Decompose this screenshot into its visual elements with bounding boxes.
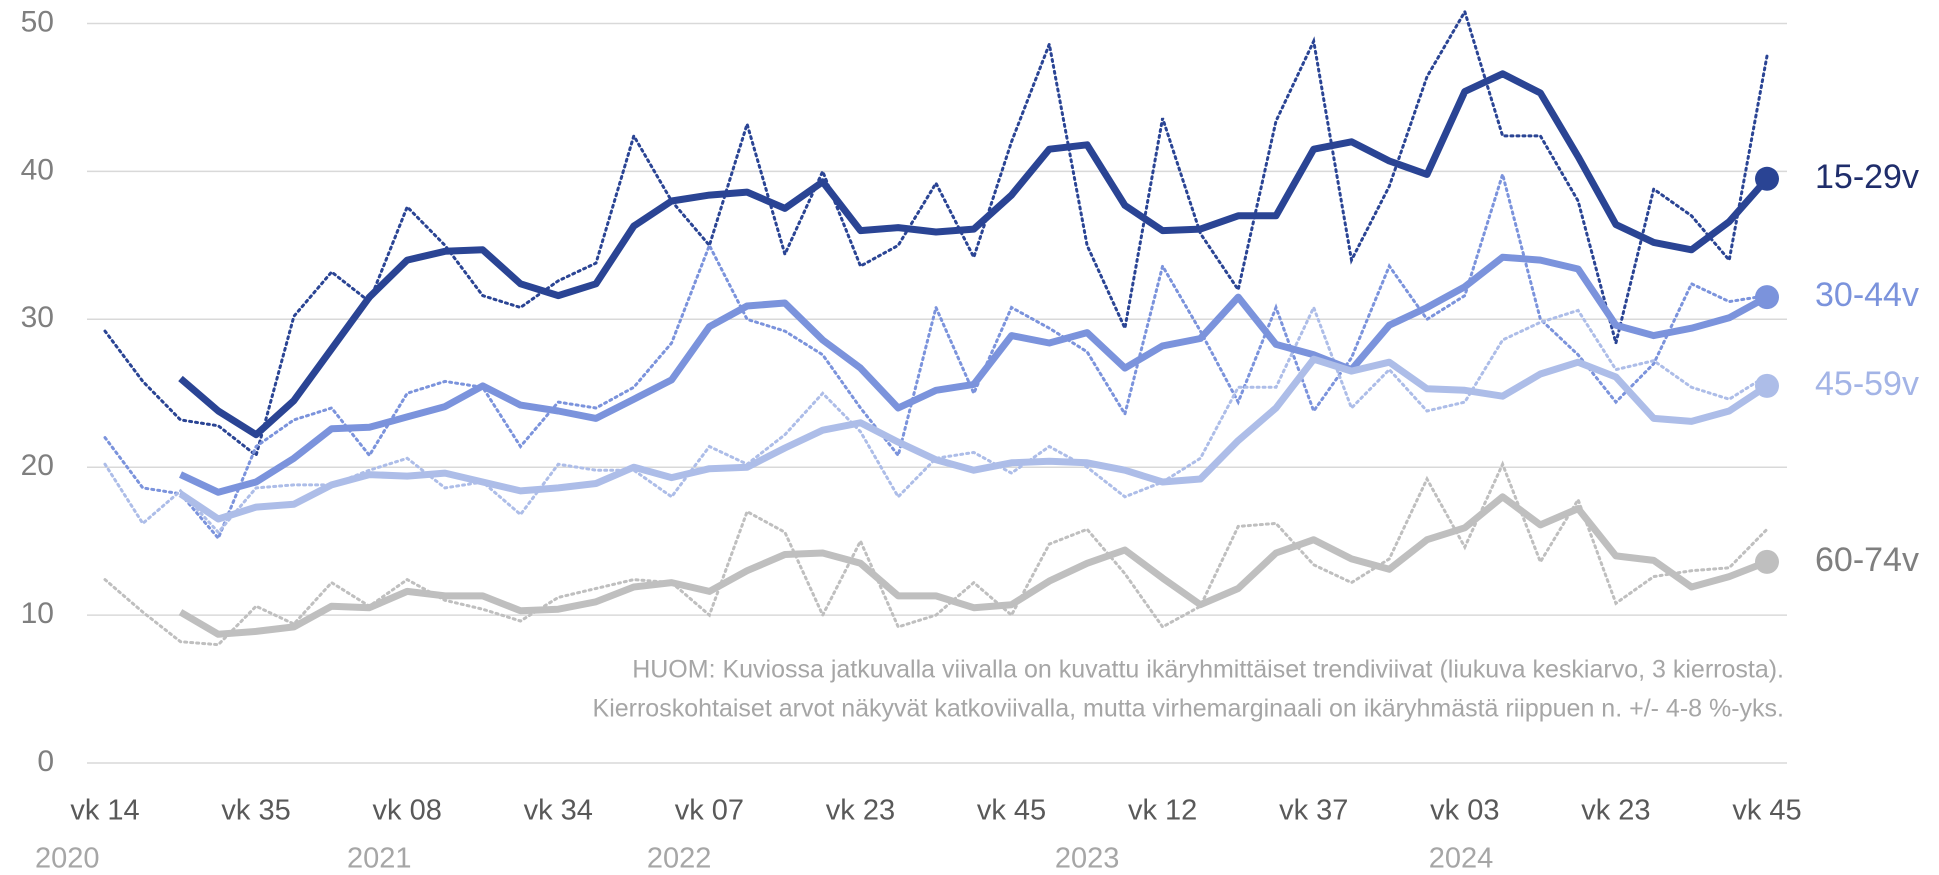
year-label: 2023 bbox=[1055, 843, 1120, 875]
series-label: 60-74v bbox=[1815, 541, 1919, 579]
trend-line bbox=[179, 253, 1769, 496]
round-line bbox=[103, 7, 1769, 458]
series-label: 45-59v bbox=[1815, 365, 1919, 403]
y-tick-label: 20 bbox=[21, 449, 54, 482]
y-tick-label: 50 bbox=[21, 5, 54, 38]
trend-line bbox=[178, 493, 1769, 638]
x-tick-label: vk 37 bbox=[1279, 795, 1348, 827]
end-marker bbox=[1755, 373, 1779, 398]
end-marker bbox=[1755, 285, 1779, 310]
x-tick-label: vk 23 bbox=[826, 795, 895, 827]
x-tick-label: vk 07 bbox=[675, 795, 744, 827]
x-tick-label: vk 34 bbox=[524, 795, 593, 827]
x-tick-label: vk 45 bbox=[1732, 795, 1801, 827]
x-tick-label: vk 45 bbox=[977, 795, 1046, 827]
year-label: 2024 bbox=[1429, 843, 1494, 875]
x-tick-label: vk 08 bbox=[373, 795, 442, 827]
x-tick-label: vk 12 bbox=[1128, 795, 1197, 827]
year-label: 2022 bbox=[647, 843, 712, 875]
trend-line bbox=[178, 70, 1770, 439]
annotation: HUOM: Kuviossa jatkuvalla viivalla on ku… bbox=[632, 656, 1784, 684]
y-tick-label: 0 bbox=[37, 745, 54, 778]
year-label: 2020 bbox=[35, 843, 100, 875]
x-tick-label: vk 14 bbox=[70, 795, 139, 827]
series-label: 15-29v bbox=[1815, 158, 1919, 196]
y-tick-label: 40 bbox=[21, 153, 54, 186]
x-tick-label: vk 23 bbox=[1581, 795, 1650, 827]
x-tick-label: vk 35 bbox=[221, 795, 290, 827]
end-marker bbox=[1755, 549, 1779, 574]
round-line bbox=[103, 460, 1769, 647]
round-line bbox=[103, 168, 1769, 542]
year-label: 2021 bbox=[347, 843, 412, 875]
annotation: Kierroskohtaiset arvot näkyvät katkoviiv… bbox=[593, 695, 1784, 723]
y-tick-label: 30 bbox=[21, 301, 54, 334]
round-line bbox=[103, 303, 1769, 535]
x-tick-label: vk 03 bbox=[1430, 795, 1499, 827]
y-tick-label: 10 bbox=[21, 597, 54, 630]
trend-line bbox=[178, 355, 1769, 523]
end-marker bbox=[1755, 166, 1779, 191]
series-label: 30-44v bbox=[1815, 276, 1919, 314]
